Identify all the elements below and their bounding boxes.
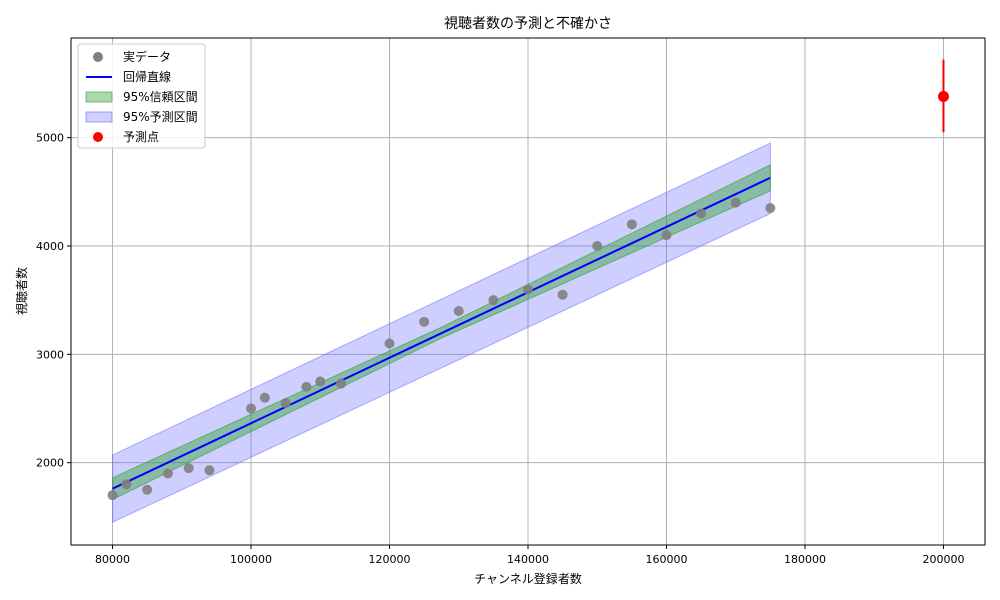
data-point — [696, 208, 707, 219]
data-point — [592, 241, 603, 251]
x-tick-label: 80000 — [95, 553, 130, 566]
data-point — [626, 219, 637, 230]
prediction-point — [937, 91, 949, 102]
data-point — [315, 376, 326, 387]
data-point — [183, 463, 194, 474]
data-point — [162, 468, 173, 479]
data-point — [107, 490, 118, 501]
prediction-layer — [937, 59, 949, 133]
legend-marker-band — [85, 111, 113, 123]
legend-label: 予測点 — [123, 130, 159, 144]
data-point — [384, 338, 395, 349]
x-tick-label: 140000 — [507, 553, 549, 566]
data-point — [661, 230, 672, 241]
data-point — [453, 306, 464, 316]
data-point — [246, 403, 257, 414]
data-point — [523, 284, 533, 295]
data-point — [121, 479, 132, 490]
legend-label: 実データ — [123, 49, 171, 64]
y-tick-label: 2000 — [36, 457, 64, 470]
x-tick-label: 180000 — [784, 553, 826, 566]
data-point — [488, 295, 499, 306]
data-points — [107, 197, 776, 501]
y-axis-title: 視聴者数 — [14, 267, 29, 315]
data-point — [280, 398, 291, 409]
regression-line — [112, 176, 771, 490]
legend-marker-prediction — [93, 132, 103, 142]
x-tick-label: 100000 — [230, 553, 272, 566]
legend-marker-band — [85, 91, 113, 103]
legend-label: 95%予測区間 — [123, 110, 198, 124]
x-tick-label: 200000 — [922, 553, 964, 566]
y-tick-label: 3000 — [36, 348, 64, 361]
data-point — [301, 381, 312, 392]
data-point — [336, 378, 347, 389]
legend-label: 95%信頼区間 — [123, 90, 198, 104]
axis-ticks: 80000 100000 120000 140000 160000 180000 20000… — [36, 132, 964, 566]
data-point — [765, 203, 776, 214]
x-tick-label: 120000 — [369, 553, 411, 566]
data-point — [557, 289, 568, 300]
data-point — [204, 465, 215, 476]
grid — [71, 38, 985, 545]
y-tick-label: 5000 — [36, 132, 64, 145]
x-tick-label: 160000 — [645, 553, 687, 566]
regression-line-layer — [112, 176, 771, 490]
legend-marker-data — [93, 52, 103, 62]
data-point — [259, 392, 270, 403]
x-axis-title: チャンネル登録者数 — [474, 571, 582, 586]
data-point — [419, 316, 430, 327]
data-point — [730, 197, 741, 208]
legend-label: 回帰直線 — [123, 69, 171, 84]
chart-title: 視聴者数の予測と不確かさ — [444, 16, 612, 32]
y-tick-label: 4000 — [36, 240, 64, 253]
data-point — [142, 484, 153, 495]
